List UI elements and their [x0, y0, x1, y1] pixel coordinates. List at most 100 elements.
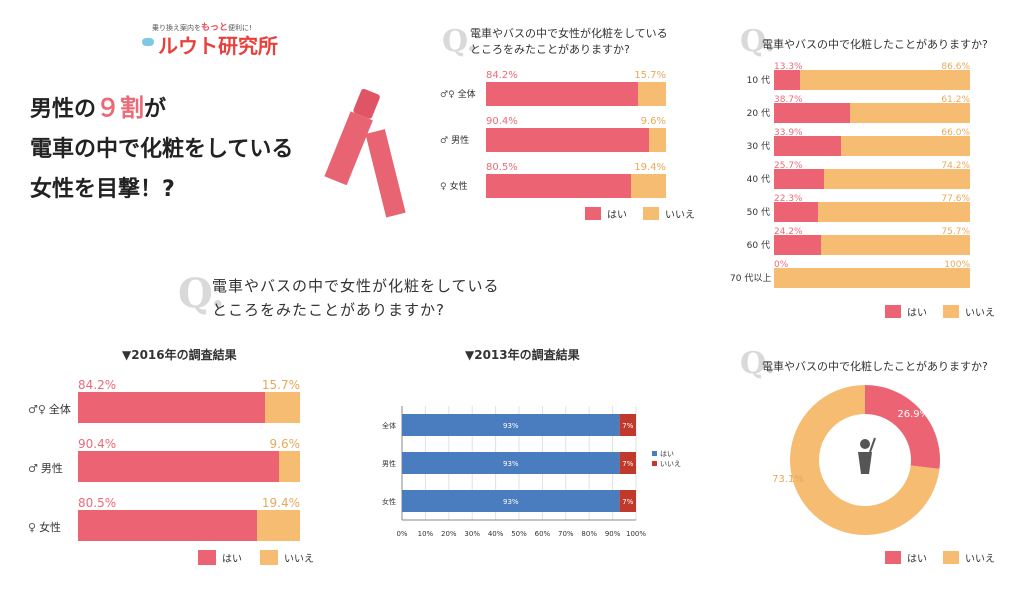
headline: 男性の９割が 電車の中で化粧をしている 女性を目撃！? [30, 88, 293, 210]
value-label-hai: 84.2% [78, 378, 117, 392]
x-tick-label: 0% [396, 530, 407, 538]
value-label-iie: 9.6% [640, 116, 666, 127]
value-label-hai: 93% [503, 460, 519, 468]
bar-iie [619, 452, 636, 474]
bar-iie [278, 451, 300, 482]
category-label: 10 代 [730, 73, 770, 86]
chart2-question: 電車やバスの中で化粧したことがありますか? [762, 38, 988, 51]
value-label-iie: 74.2% [941, 161, 970, 171]
bar-iie [800, 70, 970, 90]
chart1-bars: ♂♀ 全体 84.2% 15.7% ♂ 男性 90.4% 9.6% ♀ 女性 80.5% 19.4% [440, 70, 680, 200]
bar-iie [256, 510, 300, 541]
male-icon: ♂ [28, 461, 38, 475]
big-question: 電車やバスの中で女性が化粧をしている ところをみたことがありますか? [212, 274, 500, 322]
value-label-hai: 24.2% [774, 227, 803, 237]
category-label-text: 60 代 [746, 241, 770, 251]
category-label-text: 男性 [451, 136, 470, 146]
bar-hai [774, 136, 841, 156]
category-label-text: 全体 [48, 402, 71, 416]
x-tick-label: 60% [535, 530, 551, 538]
category-label-text: 40 代 [746, 175, 770, 185]
category-label: 70 代以上 [730, 271, 771, 284]
category-label: 60 代 [730, 238, 770, 251]
legend-iie-swatch [652, 461, 657, 466]
chart2-bars: 10 代 13.3% 86.6% 20 代 38.7% 61.2% 30 代 33.9% 66.… [730, 62, 980, 294]
donut-slice [865, 385, 940, 469]
chart3-legend: はい いいえ [198, 550, 314, 565]
value-label-iie: 7% [622, 460, 633, 468]
legend-hai-label: はい [907, 308, 927, 319]
bar-hai [402, 490, 620, 512]
category-label-text: 20 代 [746, 109, 770, 119]
headline-line1-b: が [144, 97, 167, 122]
value-label-hai: 13.3% [774, 62, 803, 72]
x-tick-label: 70% [558, 530, 574, 538]
category-label-text: 10 代 [746, 76, 770, 86]
category-label-text: 全体 [457, 90, 476, 100]
bar-hai [402, 452, 620, 474]
legend-hai-swatch [585, 207, 601, 220]
bar-hai [486, 82, 638, 106]
headline-number: ９割 [96, 94, 145, 122]
value-label-iie: 15.7% [261, 378, 300, 392]
x-tick-label: 30% [464, 530, 480, 538]
woman-body-icon [858, 452, 872, 474]
value-label-hai: 38.7% [774, 95, 803, 105]
bar-iie [824, 169, 970, 189]
legend-iie-label: いいえ [665, 210, 695, 221]
value-label-iie: 7% [622, 422, 633, 430]
big-q-line1: 電車やバスの中で女性が化粧をしている [212, 277, 500, 295]
bar-iie [648, 128, 666, 152]
value-label-iie: 77.6% [941, 194, 970, 204]
legend-hai-swatch [885, 305, 901, 318]
legend-iie-swatch [643, 207, 659, 220]
bar-hai [486, 128, 649, 152]
woman-icon [860, 439, 870, 449]
female-icon: ♀ [28, 520, 37, 534]
bar-iie [774, 268, 970, 288]
value-label-hai: 93% [503, 498, 519, 506]
category-label: ♂♀ 全体 [440, 87, 482, 100]
x-tick-label: 20% [441, 530, 457, 538]
bar-iie [817, 202, 970, 222]
category-label-text: 女性 [449, 182, 468, 192]
bar-iie [849, 103, 970, 123]
logo-tagline: 乗り換え案内をもっと便利に! [152, 20, 252, 33]
logo-name: ルウト研究所 [158, 34, 278, 58]
x-tick-label: 90% [605, 530, 621, 538]
value-label-iie: 19.4% [634, 162, 666, 173]
bar-iie [619, 414, 636, 436]
woman-arm-icon [869, 437, 876, 453]
lipstick-icon [324, 88, 406, 218]
category-label: 全体 [382, 421, 396, 430]
value-label-hai: 0% [774, 260, 789, 270]
category-label-text: 女性 [39, 520, 62, 534]
category-label: 40 代 [730, 172, 770, 185]
value-label-hai: 80.5% [78, 496, 117, 510]
x-tick-label: 40% [488, 530, 504, 538]
chart3-bars: ♂♀ 全体 84.2% 15.7% ♂ 男性 90.4% 9.6% ♀ 女性 80.5% 19.4% [28, 378, 318, 541]
value-label-iie: 100% [944, 260, 970, 270]
category-label: 20 代 [730, 106, 770, 119]
category-label: ♀ 女性 [28, 519, 74, 535]
slice-label: 73.1% [772, 474, 804, 485]
bar-hai [78, 451, 279, 482]
logo: 乗り換え案内をもっと便利に! ルウト研究所 [140, 18, 290, 62]
big-q-line2: ところをみたことがありますか? [212, 301, 445, 319]
donut-slice [790, 385, 940, 535]
bar-hai [774, 235, 822, 255]
x-tick-label: 10% [418, 530, 434, 538]
bar-hai [402, 414, 620, 436]
legend-hai-swatch [652, 451, 657, 456]
chart1-q-line1: 電車やバスの中で女性が化粧をしている [470, 27, 668, 40]
chart1-legend: はい いいえ [585, 206, 695, 221]
logo-cloud-icon [142, 38, 154, 46]
category-label: 50 代 [730, 205, 770, 218]
logo-tagline-post: 便利に! [228, 24, 252, 32]
headline-line2: 電車の中で化粧をしている [30, 137, 294, 162]
category-label: ♂♀ 全体 [28, 401, 74, 417]
legend-hai-swatch [885, 551, 901, 564]
category-label: ♂ 男性 [440, 133, 482, 146]
bar-hai [774, 103, 850, 123]
bar-iie [265, 392, 300, 423]
